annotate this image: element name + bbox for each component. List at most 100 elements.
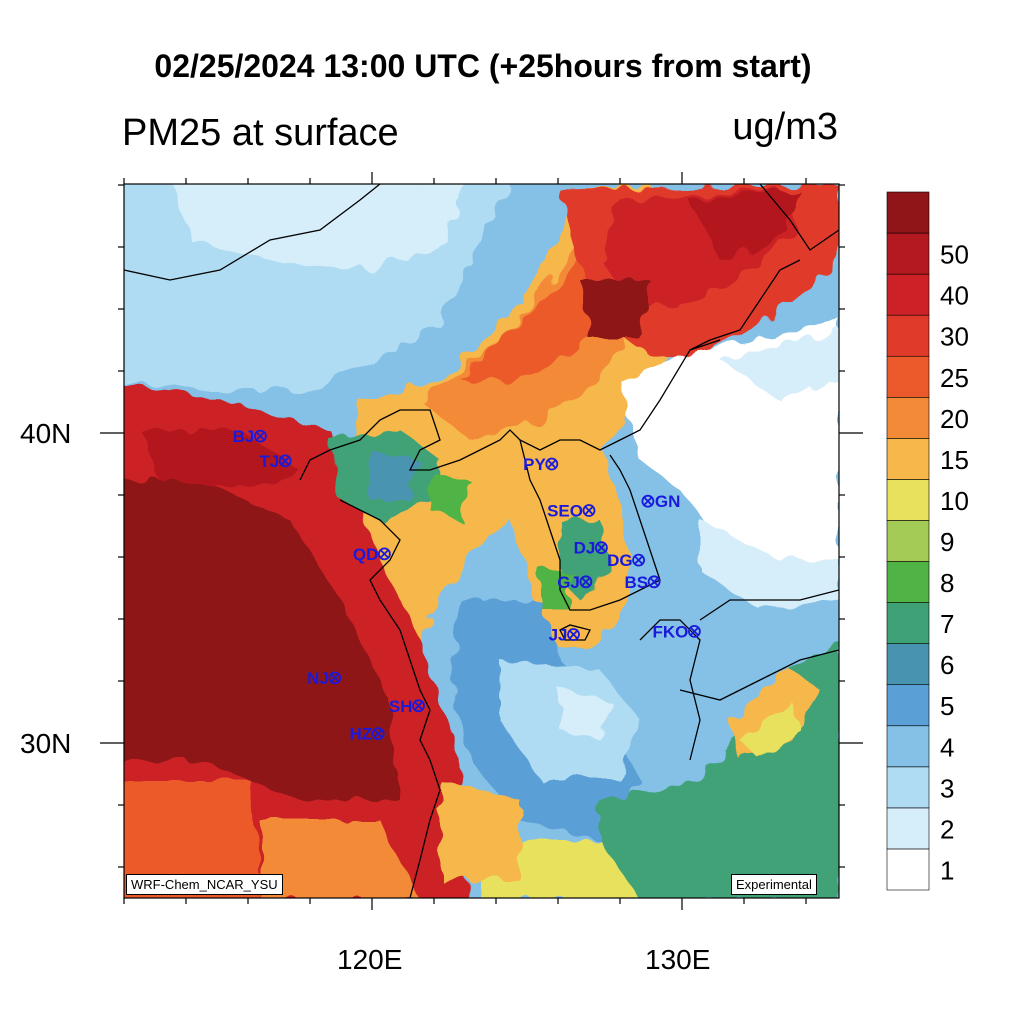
station-cross <box>634 555 644 565</box>
station-label: GN <box>655 492 681 511</box>
station-tj: TJ <box>259 452 292 471</box>
station-label: HZ <box>350 725 373 744</box>
lat-label-30n: 30N <box>20 728 72 759</box>
station-py: PY <box>523 455 559 474</box>
colorbar-label: 15 <box>940 445 969 475</box>
station-cross <box>568 629 579 640</box>
colorbar-swatch <box>886 807 930 850</box>
plot-frame <box>123 183 840 899</box>
station-marker-icon <box>253 429 267 443</box>
colorbar-swatch <box>886 355 930 398</box>
colorbar-label: 7 <box>940 609 954 639</box>
station-cross <box>379 549 389 559</box>
station-fko: FKO <box>653 622 701 641</box>
station-label: PY <box>523 455 546 474</box>
station-nj: NJ <box>307 669 342 688</box>
colorbar-label: 3 <box>940 773 954 803</box>
station-label: SEO <box>547 502 583 521</box>
station-cross <box>280 456 290 466</box>
colorbar-label: 4 <box>940 732 954 762</box>
colorbar-label: 6 <box>940 650 954 680</box>
colorbar-label: 20 <box>940 404 969 434</box>
colorbar-swatch <box>886 684 930 727</box>
station-dj: DJ <box>574 539 608 558</box>
station-marker-icon <box>641 494 655 508</box>
colorbar-swatch <box>886 314 930 357</box>
station-marker-icon <box>278 454 292 468</box>
colorbar-label: 9 <box>940 527 954 557</box>
station-label: SH <box>389 697 413 716</box>
station-label: TJ <box>259 452 279 471</box>
colorbar-label: 50 <box>940 240 969 270</box>
station-marker-icon <box>371 727 385 741</box>
station-marker-icon <box>688 625 701 638</box>
station-marker-icon <box>595 541 608 555</box>
station-marker-icon <box>328 671 342 685</box>
colorbar-label: 8 <box>940 568 954 598</box>
station-cross <box>689 626 699 636</box>
colorbar-label: 1 <box>940 855 954 885</box>
station-label: DJ <box>574 539 596 558</box>
station-hz: HZ <box>350 725 385 744</box>
pm25-field <box>124 184 839 898</box>
colorbar-label: 25 <box>940 363 969 393</box>
station-marker-icon <box>582 504 596 517</box>
station-marker-icon <box>579 575 593 589</box>
station-label: BS <box>624 573 648 592</box>
station-cross <box>584 505 594 516</box>
station-marker-icon <box>377 547 391 561</box>
station-cross <box>373 729 383 739</box>
station-label: JJ <box>549 626 568 645</box>
colorbar-label: 5 <box>940 691 954 721</box>
lon-label-130e: 130E <box>645 944 711 975</box>
colorbar-swatch <box>886 438 930 480</box>
colorbar: 1 2 3 4 5 6 7 8 9 10 15 20 25 30 40 50 <box>886 191 969 891</box>
colorbar-swatch <box>886 479 930 521</box>
station-cross <box>413 701 424 711</box>
station-label: QD <box>353 545 379 564</box>
station-cross <box>547 459 557 469</box>
colorbar-swatch <box>886 766 930 809</box>
station-gj: GJ <box>557 573 593 592</box>
station-cross <box>330 673 340 683</box>
field-subtitle: PM25 at surface <box>122 112 399 154</box>
station-marker-icon <box>412 699 425 713</box>
map-title: 02/25/2024 13:00 UTC (+25hours from star… <box>154 48 812 84</box>
experimental-badge: Experimental <box>731 874 817 895</box>
station-label: BJ <box>233 427 255 446</box>
station-dg: DG <box>607 551 645 570</box>
coastlines <box>124 184 839 898</box>
colorbar-label: 10 <box>940 486 969 516</box>
station-bs: BS <box>624 573 661 592</box>
station-cross <box>596 543 606 553</box>
lon-label-120e: 120E <box>337 944 403 975</box>
station-cross <box>643 496 653 506</box>
colorbar-swatch <box>886 561 930 603</box>
units-label: ug/m3 <box>732 106 838 148</box>
colorbar-swatch <box>886 191 930 234</box>
colorbar-label: 2 <box>940 814 954 844</box>
station-bj: BJ <box>233 427 267 446</box>
station-cross <box>255 431 265 441</box>
colorbar-label: 30 <box>940 322 969 352</box>
colorbar-swatch <box>886 396 930 439</box>
model-credit: WRF-Chem_NCAR_YSU <box>126 874 283 895</box>
station-jj: JJ <box>549 626 580 645</box>
station-cross <box>649 577 659 587</box>
colorbar-swatch <box>886 602 930 644</box>
station-label: DG <box>607 551 633 570</box>
colorbar-swatch <box>886 520 930 562</box>
station-qd: QD <box>353 545 391 564</box>
colorbar-swatch <box>886 232 930 275</box>
station-label: GJ <box>557 573 580 592</box>
station-marker-icon <box>567 628 580 641</box>
colorbar-swatch <box>886 643 930 686</box>
station-marker-icon <box>647 575 661 589</box>
station-marker-icon <box>545 457 559 471</box>
station-gn: GN <box>641 492 681 511</box>
station-label: NJ <box>307 669 329 688</box>
colorbar-label: 40 <box>940 281 969 311</box>
lat-label-40n: 40N <box>20 418 72 449</box>
